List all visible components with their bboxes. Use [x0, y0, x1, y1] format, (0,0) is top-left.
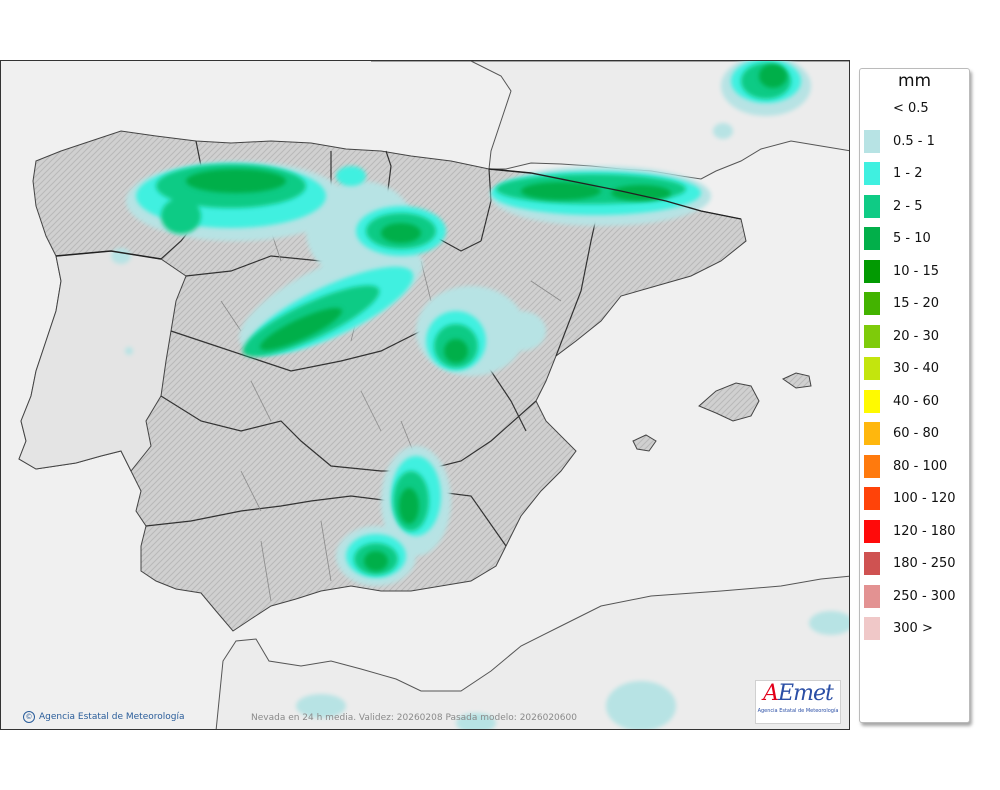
- legend-label: 0.5 - 1: [893, 133, 935, 149]
- africa-land: [215, 575, 849, 729]
- legend-label: < 0.5: [893, 101, 929, 116]
- legend-item: 2 - 5: [864, 194, 968, 218]
- legend-item: < 0.5: [864, 97, 968, 120]
- map-caption: Nevada en 24 h media. Validez: 20260208 …: [251, 713, 577, 723]
- legend-label: 40 - 60: [893, 393, 940, 409]
- legend-swatch: [864, 454, 880, 478]
- legend-label: 300 >: [893, 621, 933, 636]
- legend-label: 1 - 2: [893, 166, 923, 181]
- legend-label: 80 - 100: [893, 458, 948, 474]
- legend-item: 0.5 - 1: [864, 129, 968, 153]
- snow-band-5-10: [186, 64, 787, 571]
- legend-label: 100 - 120: [893, 491, 956, 506]
- legend-label: 250 - 300: [893, 588, 956, 604]
- legend-swatch: [864, 324, 880, 348]
- aemet-logo[interactable]: AEmet Agencia Estatal de Meteorología: [755, 680, 841, 724]
- legend-item: 1 - 2: [864, 162, 968, 185]
- legend-item: 20 - 30: [864, 324, 968, 348]
- legend-swatch: [864, 357, 880, 380]
- legend-swatch: [864, 617, 880, 640]
- legend-item: 40 - 60: [864, 389, 968, 413]
- legend-swatch: [864, 487, 880, 510]
- legend-swatch: [864, 97, 880, 120]
- legend-item: 30 - 40: [864, 357, 968, 380]
- forecast-map[interactable]: © Agencia Estatal de Meteorología Nevada …: [0, 60, 850, 730]
- legend-label: 10 - 15: [893, 263, 940, 279]
- legend-label: 30 - 40: [893, 361, 940, 376]
- legend-swatch: [864, 519, 880, 543]
- copyright-icon: ©: [23, 711, 35, 723]
- legend-label: 5 - 10: [893, 231, 931, 246]
- legend-swatch: [864, 194, 880, 218]
- legend-swatch: [864, 227, 880, 250]
- legend-swatch: [864, 292, 880, 315]
- legend-item: 10 - 15: [864, 259, 968, 283]
- copyright-notice: © Agencia Estatal de Meteorología: [23, 711, 185, 723]
- map-canvas: [1, 61, 849, 729]
- legend-label: 15 - 20: [893, 296, 940, 311]
- legend-item: 15 - 20: [864, 292, 968, 315]
- legend-swatch: [864, 422, 880, 445]
- ibiza: [632, 434, 657, 452]
- aemet-logo-wordmark: AEmet: [763, 681, 834, 706]
- legend-swatch: [864, 259, 880, 283]
- legend-item: 5 - 10: [864, 227, 968, 250]
- legend-item: 60 - 80: [864, 422, 968, 445]
- legend-item: 80 - 100: [864, 454, 968, 478]
- legend-item: 300 >: [864, 617, 968, 640]
- menorca: [781, 372, 812, 389]
- legend-label: 20 - 30: [893, 328, 940, 344]
- legend-label: 2 - 5: [893, 198, 923, 214]
- legend-swatch: [864, 552, 880, 575]
- legend-label: 60 - 80: [893, 426, 940, 441]
- legend-label: 120 - 180: [893, 523, 956, 539]
- legend-unit: mm: [897, 71, 932, 91]
- legend-item: 100 - 120: [864, 487, 968, 510]
- aemet-logo-subtitle: Agencia Estatal de Meteorología: [757, 708, 839, 714]
- legend-label: 180 - 250: [893, 556, 956, 571]
- legend-swatch: [864, 584, 880, 608]
- legend-item: 180 - 250: [864, 552, 968, 575]
- legend-panel: mm < 0.5 0.5 - 1 1 - 2 2 - 5 5 - 10 10 - 15 15…: [859, 68, 970, 723]
- legend-item: 250 - 300: [864, 584, 968, 608]
- legend-item: 120 - 180: [864, 519, 968, 543]
- legend-swatch: [864, 162, 880, 185]
- copyright-text: Agencia Estatal de Meteorología: [39, 712, 185, 722]
- legend-swatch: [864, 129, 880, 153]
- legend-swatch: [864, 389, 880, 413]
- mallorca: [698, 382, 760, 422]
- country-border: [55, 168, 742, 260]
- portugal-land: [18, 250, 187, 472]
